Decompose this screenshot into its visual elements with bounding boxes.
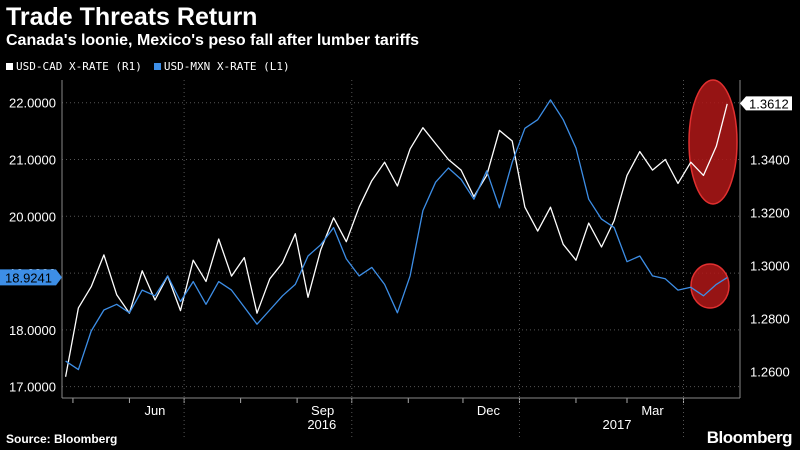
legend-swatch-usdcad xyxy=(6,63,13,70)
bloomberg-logo: Bloomberg xyxy=(706,428,793,447)
series-line-usdcad xyxy=(64,103,728,377)
legend-label-usdcad: USD-CAD X-RATE (R1) xyxy=(16,60,142,73)
left-tick-label: 20.0000 xyxy=(9,209,56,224)
right-tick-label: 1.3200 xyxy=(750,206,790,221)
legend-item-usdcad: USD-CAD X-RATE (R1) xyxy=(6,60,142,73)
left-tick-label: 18.0000 xyxy=(9,323,56,338)
source-note: Source: Bloomberg xyxy=(6,432,118,446)
last-value-label-usdcad: 1.3612 xyxy=(749,96,789,111)
chart-legend: USD-CAD X-RATE (R1) USD-MXN X-RATE (L1) xyxy=(6,60,290,73)
right-tick-label: 1.2600 xyxy=(750,365,790,380)
x-year-label: 2017 xyxy=(603,417,632,432)
left-tick-label: 21.0000 xyxy=(9,153,56,168)
last-value-badge-usdcad xyxy=(740,96,792,111)
legend-label-usdmxn: USD-MXN X-RATE (L1) xyxy=(163,60,290,73)
x-tick-label: Jun xyxy=(144,403,165,418)
right-tick-label: 1.3000 xyxy=(750,259,790,274)
legend-item-usdmxn: USD-MXN X-RATE (L1) xyxy=(153,60,290,73)
x-tick-label: Dec xyxy=(477,403,501,418)
legend-swatch-usdmxn xyxy=(153,63,161,70)
highlight-ellipse-usdcad xyxy=(688,79,738,205)
left-tick-label: 17.0000 xyxy=(9,380,56,395)
series-line-usdmxn xyxy=(65,99,728,371)
right-tick-label: 1.2800 xyxy=(750,312,790,327)
chart-title: Trade Threats Return xyxy=(6,3,258,31)
last-value-label-usdmxn: 18.9241 xyxy=(5,270,52,285)
right-tick-label: 1.3400 xyxy=(750,153,790,168)
left-tick-label: 22.0000 xyxy=(9,96,56,111)
last-value-badge-usdmxn xyxy=(0,269,62,286)
chart-subtitle: Canada's loonie, Mexico's peso fall afte… xyxy=(6,32,420,49)
highlight-ellipse-usdmxn xyxy=(690,263,730,309)
x-year-label: 2016 xyxy=(307,417,336,432)
x-tick-label: Sep xyxy=(311,403,334,418)
x-tick-label: Mar xyxy=(641,403,664,418)
